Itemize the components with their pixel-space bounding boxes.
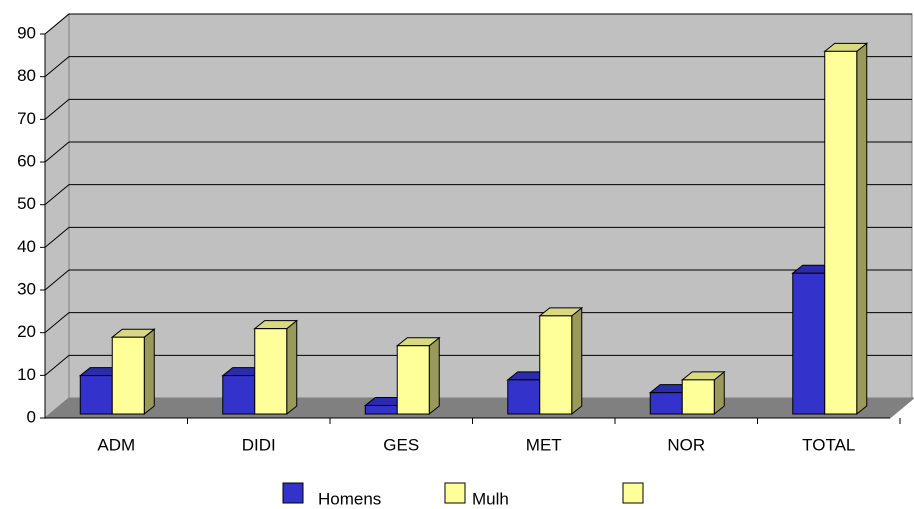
bar-side: [856, 42, 868, 416]
legend-label: Mulh: [472, 489, 509, 508]
grid-line: [44, 56, 912, 78]
grid-line: [44, 184, 912, 206]
bar: [680, 370, 726, 416]
bar-front: [222, 375, 256, 415]
legend-swatch: [282, 482, 304, 504]
x-tick-label: DIDI: [242, 435, 276, 454]
bar: [538, 306, 584, 416]
y-tick-label: 0: [27, 407, 36, 426]
y-tick-label: 90: [17, 23, 36, 42]
grid-line: [44, 226, 912, 248]
plot: [44, 13, 912, 416]
bar-front: [111, 336, 145, 415]
bar-front: [539, 315, 573, 415]
bar: [823, 42, 869, 416]
grid-line: [44, 141, 912, 163]
y-tick-label: 20: [17, 322, 36, 341]
y-tick-label: 80: [17, 66, 36, 85]
floor: [43, 397, 914, 419]
y-tick-label: 60: [17, 151, 36, 170]
grid-line: [44, 354, 912, 376]
legend-swatch: [444, 482, 466, 504]
y-tick-label: 70: [17, 109, 36, 128]
x-tick-label: NOR: [667, 435, 705, 454]
bar-front: [79, 375, 113, 415]
bar-front: [507, 379, 541, 415]
y-tick-label: 10: [17, 365, 36, 384]
bar-side: [286, 319, 298, 416]
y-tick-label: 40: [17, 237, 36, 256]
grid-line: [44, 312, 912, 334]
bar-front: [254, 328, 288, 415]
grid-line: [44, 13, 912, 35]
x-tick-label: TOTAL: [802, 435, 855, 454]
bar-front: [649, 392, 683, 415]
bar-front: [396, 345, 430, 415]
y-tick-label: 50: [17, 194, 36, 213]
bar-side: [143, 328, 155, 416]
bar-front: [792, 272, 826, 415]
legend-swatch: [622, 482, 644, 504]
bar-front: [824, 50, 858, 415]
bar-side: [428, 336, 440, 416]
grid-line: [44, 98, 912, 120]
x-tick-label: MET: [526, 435, 562, 454]
x-tick-label: GES: [383, 435, 419, 454]
grid-line: [44, 269, 912, 291]
back-wall: [68, 13, 913, 399]
bar-side: [571, 306, 583, 416]
bar: [110, 328, 156, 416]
bar-front: [681, 379, 715, 415]
side-wall: [44, 12, 70, 420]
y-tick-label: 30: [17, 279, 36, 298]
bar: [395, 336, 441, 416]
bar: [253, 319, 299, 416]
x-tick-label: ADM: [97, 435, 135, 454]
legend-label: Homens: [318, 489, 381, 508]
bar-front: [364, 404, 398, 415]
